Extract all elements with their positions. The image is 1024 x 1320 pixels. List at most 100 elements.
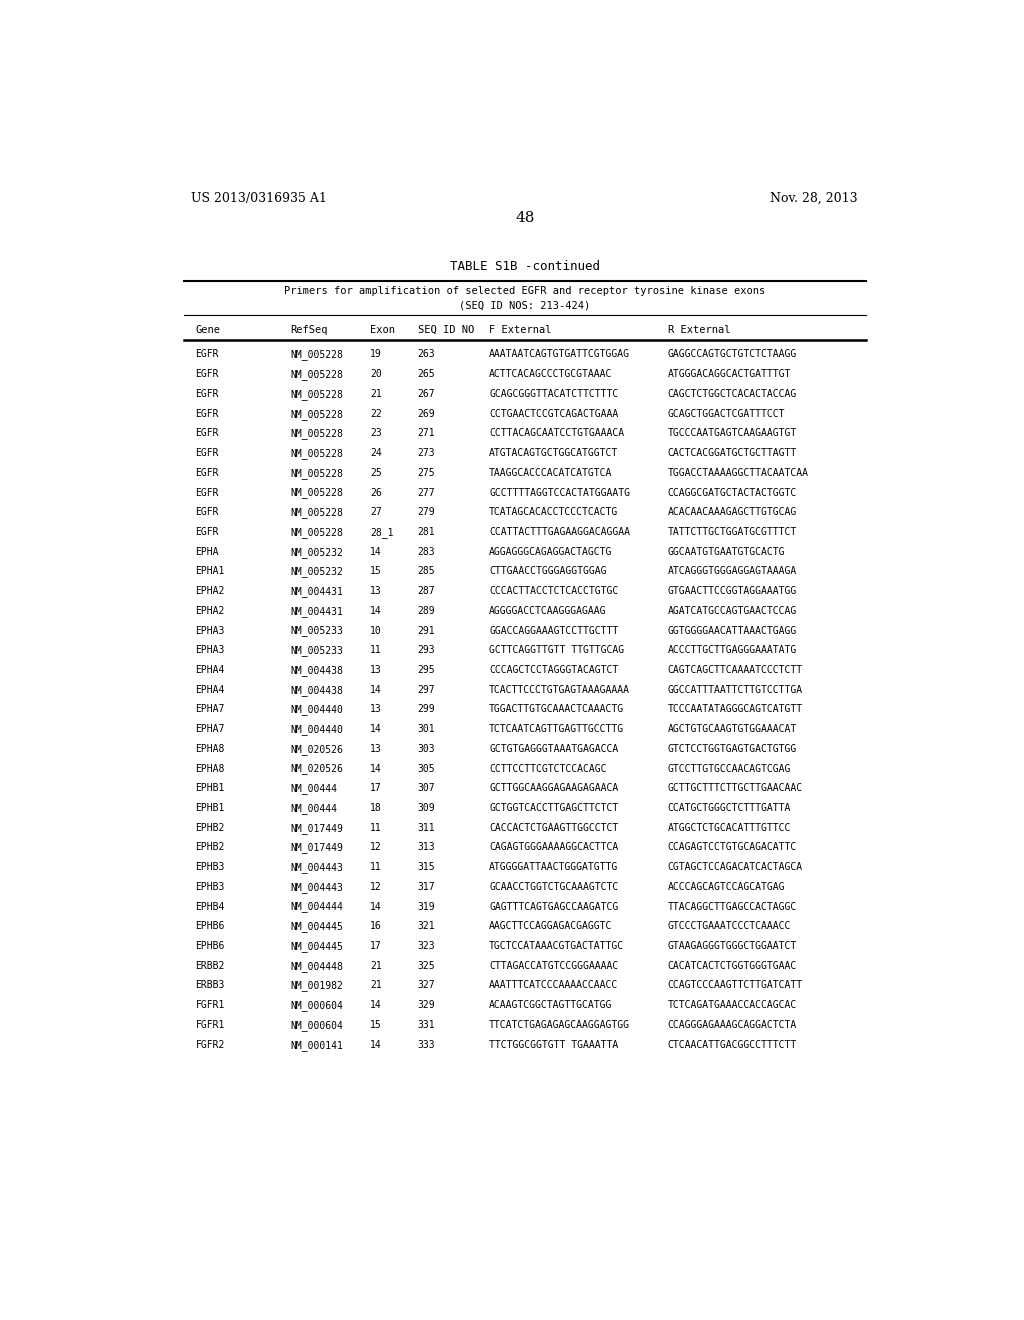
Text: 289: 289 xyxy=(418,606,435,616)
Text: 285: 285 xyxy=(418,566,435,577)
Text: 10: 10 xyxy=(370,626,382,635)
Text: 14: 14 xyxy=(370,902,382,912)
Text: 25: 25 xyxy=(370,467,382,478)
Text: NM_00444: NM_00444 xyxy=(291,803,338,814)
Text: AGGAGGGCAGAGGACTAGCTG: AGGAGGGCAGAGGACTAGCTG xyxy=(489,546,612,557)
Text: 28_1: 28_1 xyxy=(370,527,393,537)
Text: CAGAGTGGGAAAAGGCACTTCA: CAGAGTGGGAAAAGGCACTTCA xyxy=(489,842,618,853)
Text: CCCACTTACCTCTCACCTGTGC: CCCACTTACCTCTCACCTGTGC xyxy=(489,586,618,597)
Text: NM_001982: NM_001982 xyxy=(291,981,344,991)
Text: EPHA8: EPHA8 xyxy=(196,763,225,774)
Text: 293: 293 xyxy=(418,645,435,655)
Text: TGGACCTAAAAGGCTTACAATCAA: TGGACCTAAAAGGCTTACAATCAA xyxy=(668,467,809,478)
Text: 13: 13 xyxy=(370,705,382,714)
Text: 287: 287 xyxy=(418,586,435,597)
Text: 297: 297 xyxy=(418,685,435,694)
Text: 21: 21 xyxy=(370,961,382,970)
Text: 17: 17 xyxy=(370,783,382,793)
Text: CGTAGCTCCAGACATCACTAGCA: CGTAGCTCCAGACATCACTAGCA xyxy=(668,862,803,873)
Text: NM_004443: NM_004443 xyxy=(291,862,344,873)
Text: CAGCTCTGGCTCACACTACCAG: CAGCTCTGGCTCACACTACCAG xyxy=(668,389,797,399)
Text: CCTGAACTCCGTCAGACTGAAA: CCTGAACTCCGTCAGACTGAAA xyxy=(489,409,618,418)
Text: 20: 20 xyxy=(370,370,382,379)
Text: NM_005228: NM_005228 xyxy=(291,447,344,459)
Text: 271: 271 xyxy=(418,429,435,438)
Text: GCAGCTGGACTCGATTTCCT: GCAGCTGGACTCGATTTCCT xyxy=(668,409,785,418)
Text: EPHB6: EPHB6 xyxy=(196,941,225,950)
Text: 331: 331 xyxy=(418,1020,435,1030)
Text: TTCTGGCGGTGTT TGAAATTA: TTCTGGCGGTGTT TGAAATTA xyxy=(489,1040,618,1049)
Text: 13: 13 xyxy=(370,665,382,675)
Text: 319: 319 xyxy=(418,902,435,912)
Text: ATGGGGATTAACTGGGATGTTG: ATGGGGATTAACTGGGATGTTG xyxy=(489,862,618,873)
Text: 11: 11 xyxy=(370,822,382,833)
Text: 14: 14 xyxy=(370,763,382,774)
Text: 279: 279 xyxy=(418,507,435,517)
Text: RefSeq: RefSeq xyxy=(291,325,328,335)
Text: 19: 19 xyxy=(370,350,382,359)
Text: 14: 14 xyxy=(370,1001,382,1010)
Text: NM_005228: NM_005228 xyxy=(291,370,344,380)
Text: 14: 14 xyxy=(370,606,382,616)
Text: CCATGCTGGGCTCTTTGATTA: CCATGCTGGGCTCTTTGATTA xyxy=(668,803,791,813)
Text: EGFR: EGFR xyxy=(196,467,219,478)
Text: EPHB6: EPHB6 xyxy=(196,921,225,932)
Text: 21: 21 xyxy=(370,389,382,399)
Text: 265: 265 xyxy=(418,370,435,379)
Text: NM_017449: NM_017449 xyxy=(291,822,344,834)
Text: 14: 14 xyxy=(370,725,382,734)
Text: ATGGCTCTGCACATTTGTTCC: ATGGCTCTGCACATTTGTTCC xyxy=(668,822,791,833)
Text: EGFR: EGFR xyxy=(196,447,219,458)
Text: NM_005233: NM_005233 xyxy=(291,645,344,656)
Text: NM_005228: NM_005228 xyxy=(291,487,344,499)
Text: EPHA: EPHA xyxy=(196,546,219,557)
Text: CTTGAACCTGGGAGGTGGAG: CTTGAACCTGGGAGGTGGAG xyxy=(489,566,606,577)
Text: 15: 15 xyxy=(370,566,382,577)
Text: 333: 333 xyxy=(418,1040,435,1049)
Text: EPHA7: EPHA7 xyxy=(196,705,225,714)
Text: NM_004445: NM_004445 xyxy=(291,941,344,952)
Text: NM_004431: NM_004431 xyxy=(291,606,344,616)
Text: TCCCAATATAGGGCAGTCATGTT: TCCCAATATAGGGCAGTCATGTT xyxy=(668,705,803,714)
Text: 327: 327 xyxy=(418,981,435,990)
Text: TCTCAGATGAAACCACCAGCAC: TCTCAGATGAAACCACCAGCAC xyxy=(668,1001,797,1010)
Text: NM_004431: NM_004431 xyxy=(291,586,344,597)
Text: CACCACTCTGAAGTTGGCCTCT: CACCACTCTGAAGTTGGCCTCT xyxy=(489,822,618,833)
Text: EGFR: EGFR xyxy=(196,389,219,399)
Text: EPHB3: EPHB3 xyxy=(196,862,225,873)
Text: 273: 273 xyxy=(418,447,435,458)
Text: 313: 313 xyxy=(418,842,435,853)
Text: 15: 15 xyxy=(370,1020,382,1030)
Text: EGFR: EGFR xyxy=(196,370,219,379)
Text: GCTGTGAGGGTAAATGAGACCA: GCTGTGAGGGTAAATGAGACCA xyxy=(489,744,618,754)
Text: TTACAGGCTTGAGCCACTAGGC: TTACAGGCTTGAGCCACTAGGC xyxy=(668,902,797,912)
Text: 14: 14 xyxy=(370,685,382,694)
Text: FGFR2: FGFR2 xyxy=(196,1040,225,1049)
Text: ATCAGGGTGGGAGGAGTAAAGA: ATCAGGGTGGGAGGAGTAAAGA xyxy=(668,566,797,577)
Text: EPHB2: EPHB2 xyxy=(196,822,225,833)
Text: EPHB1: EPHB1 xyxy=(196,783,225,793)
Text: ATGTACAGTGCTGGCATGGTCT: ATGTACAGTGCTGGCATGGTCT xyxy=(489,447,618,458)
Text: NM_005228: NM_005228 xyxy=(291,389,344,400)
Text: EGFR: EGFR xyxy=(196,487,219,498)
Text: GCTGGTCACCTTGAGCTTCTCT: GCTGGTCACCTTGAGCTTCTCT xyxy=(489,803,618,813)
Text: 311: 311 xyxy=(418,822,435,833)
Text: 309: 309 xyxy=(418,803,435,813)
Text: 14: 14 xyxy=(370,1040,382,1049)
Text: CCAGTCCCAAGTTCTTGATCATT: CCAGTCCCAAGTTCTTGATCATT xyxy=(668,981,803,990)
Text: NM_004448: NM_004448 xyxy=(291,961,344,972)
Text: EPHA3: EPHA3 xyxy=(196,645,225,655)
Text: TCATAGCACACCTCCCTCACTG: TCATAGCACACCTCCCTCACTG xyxy=(489,507,618,517)
Text: TAAGGCACCCACATCATGTCA: TAAGGCACCCACATCATGTCA xyxy=(489,467,612,478)
Text: EPHA3: EPHA3 xyxy=(196,626,225,635)
Text: 317: 317 xyxy=(418,882,435,892)
Text: ERBB2: ERBB2 xyxy=(196,961,225,970)
Text: 263: 263 xyxy=(418,350,435,359)
Text: CCAGAGTCCTGTGCAGACATTC: CCAGAGTCCTGTGCAGACATTC xyxy=(668,842,797,853)
Text: NM_000141: NM_000141 xyxy=(291,1040,344,1051)
Text: GCCTTTTAGGTCCACTATGGAATG: GCCTTTTAGGTCCACTATGGAATG xyxy=(489,487,630,498)
Text: GGTGGGGAACATTAAACTGAGG: GGTGGGGAACATTAAACTGAGG xyxy=(668,626,797,635)
Text: NM_005228: NM_005228 xyxy=(291,527,344,537)
Text: FGFR1: FGFR1 xyxy=(196,1020,225,1030)
Text: Exon: Exon xyxy=(370,325,395,335)
